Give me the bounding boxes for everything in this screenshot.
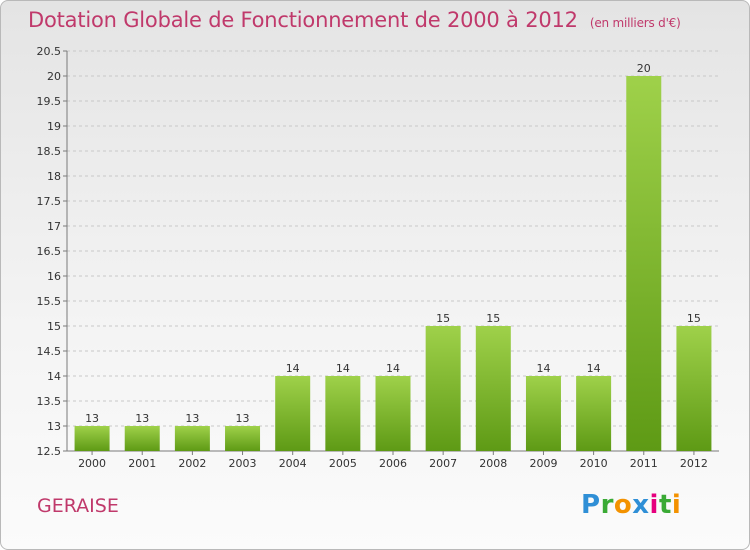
y-tick-label: 14: [47, 370, 61, 383]
y-tick-label: 18: [47, 170, 61, 183]
bar: [124, 426, 160, 451]
y-tick-label: 20.5: [37, 45, 62, 58]
data-label: 14: [286, 362, 300, 375]
y-tick-label: 12.5: [37, 445, 62, 458]
data-label: 15: [687, 312, 701, 325]
data-label: 14: [336, 362, 350, 375]
bar: [576, 376, 612, 451]
x-tick-label: 2007: [429, 457, 457, 470]
x-tick-label: 2003: [229, 457, 257, 470]
x-tick-label: 2012: [680, 457, 708, 470]
bar: [525, 376, 561, 451]
y-tick-label: 19: [47, 120, 61, 133]
x-tick-label: 2009: [529, 457, 557, 470]
x-tick-label: 2011: [630, 457, 658, 470]
data-label: 13: [185, 412, 199, 425]
y-tick-label: 17.5: [37, 195, 62, 208]
data-label: 14: [536, 362, 550, 375]
x-tick-label: 2000: [78, 457, 106, 470]
data-label: 13: [236, 412, 250, 425]
logo-letter: o: [613, 490, 633, 520]
x-tick-label: 2002: [178, 457, 206, 470]
x-tick-label: 2004: [279, 457, 307, 470]
chart-title: Dotation Globale de Fonctionnement de 20…: [28, 8, 681, 32]
x-tick-label: 2008: [479, 457, 507, 470]
y-tick-label: 20: [47, 70, 61, 83]
data-label: 14: [386, 362, 400, 375]
y-tick-label: 15: [47, 320, 61, 333]
y-tick-label: 18.5: [37, 145, 62, 158]
data-label: 14: [587, 362, 601, 375]
y-tick-label: 14.5: [37, 345, 62, 358]
logo-letter: i: [649, 490, 659, 520]
bar: [174, 426, 210, 451]
bar: [475, 326, 511, 451]
bar: [425, 326, 461, 451]
commune-name: GERAISE: [37, 495, 119, 517]
y-tick-label: 19.5: [37, 95, 62, 108]
logo-letter: i: [671, 490, 682, 520]
logo-letter: t: [658, 490, 672, 520]
y-tick-label: 16.5: [37, 245, 62, 258]
x-tick-label: 2005: [329, 457, 357, 470]
data-label: 13: [85, 412, 99, 425]
title-unit: (en milliers d'€): [589, 16, 681, 30]
bar: [74, 426, 110, 451]
y-tick-label: 13.5: [37, 395, 62, 408]
proxiti-logo: Proxiti: [581, 490, 681, 520]
data-label: 15: [486, 312, 500, 325]
title-text: Dotation Globale de Fonctionnement de 20…: [28, 8, 578, 32]
y-tick-label: 15.5: [37, 295, 62, 308]
bar: [225, 426, 261, 451]
bar: [325, 376, 361, 451]
data-label: 15: [436, 312, 450, 325]
data-label: 20: [637, 62, 651, 75]
x-tick-label: 2006: [379, 457, 407, 470]
bar: [375, 376, 411, 451]
y-tick-label: 17: [47, 220, 61, 233]
bar: [676, 326, 712, 451]
bar: [626, 76, 662, 451]
data-label: 13: [135, 412, 149, 425]
x-tick-label: 2001: [128, 457, 156, 470]
logo-letter: r: [600, 490, 614, 520]
x-tick-label: 2010: [580, 457, 608, 470]
bar: [275, 376, 311, 451]
logo-letter: x: [632, 490, 650, 520]
logo-letter: P: [581, 490, 601, 520]
y-tick-label: 16: [47, 270, 61, 283]
y-tick-label: 13: [47, 420, 61, 433]
